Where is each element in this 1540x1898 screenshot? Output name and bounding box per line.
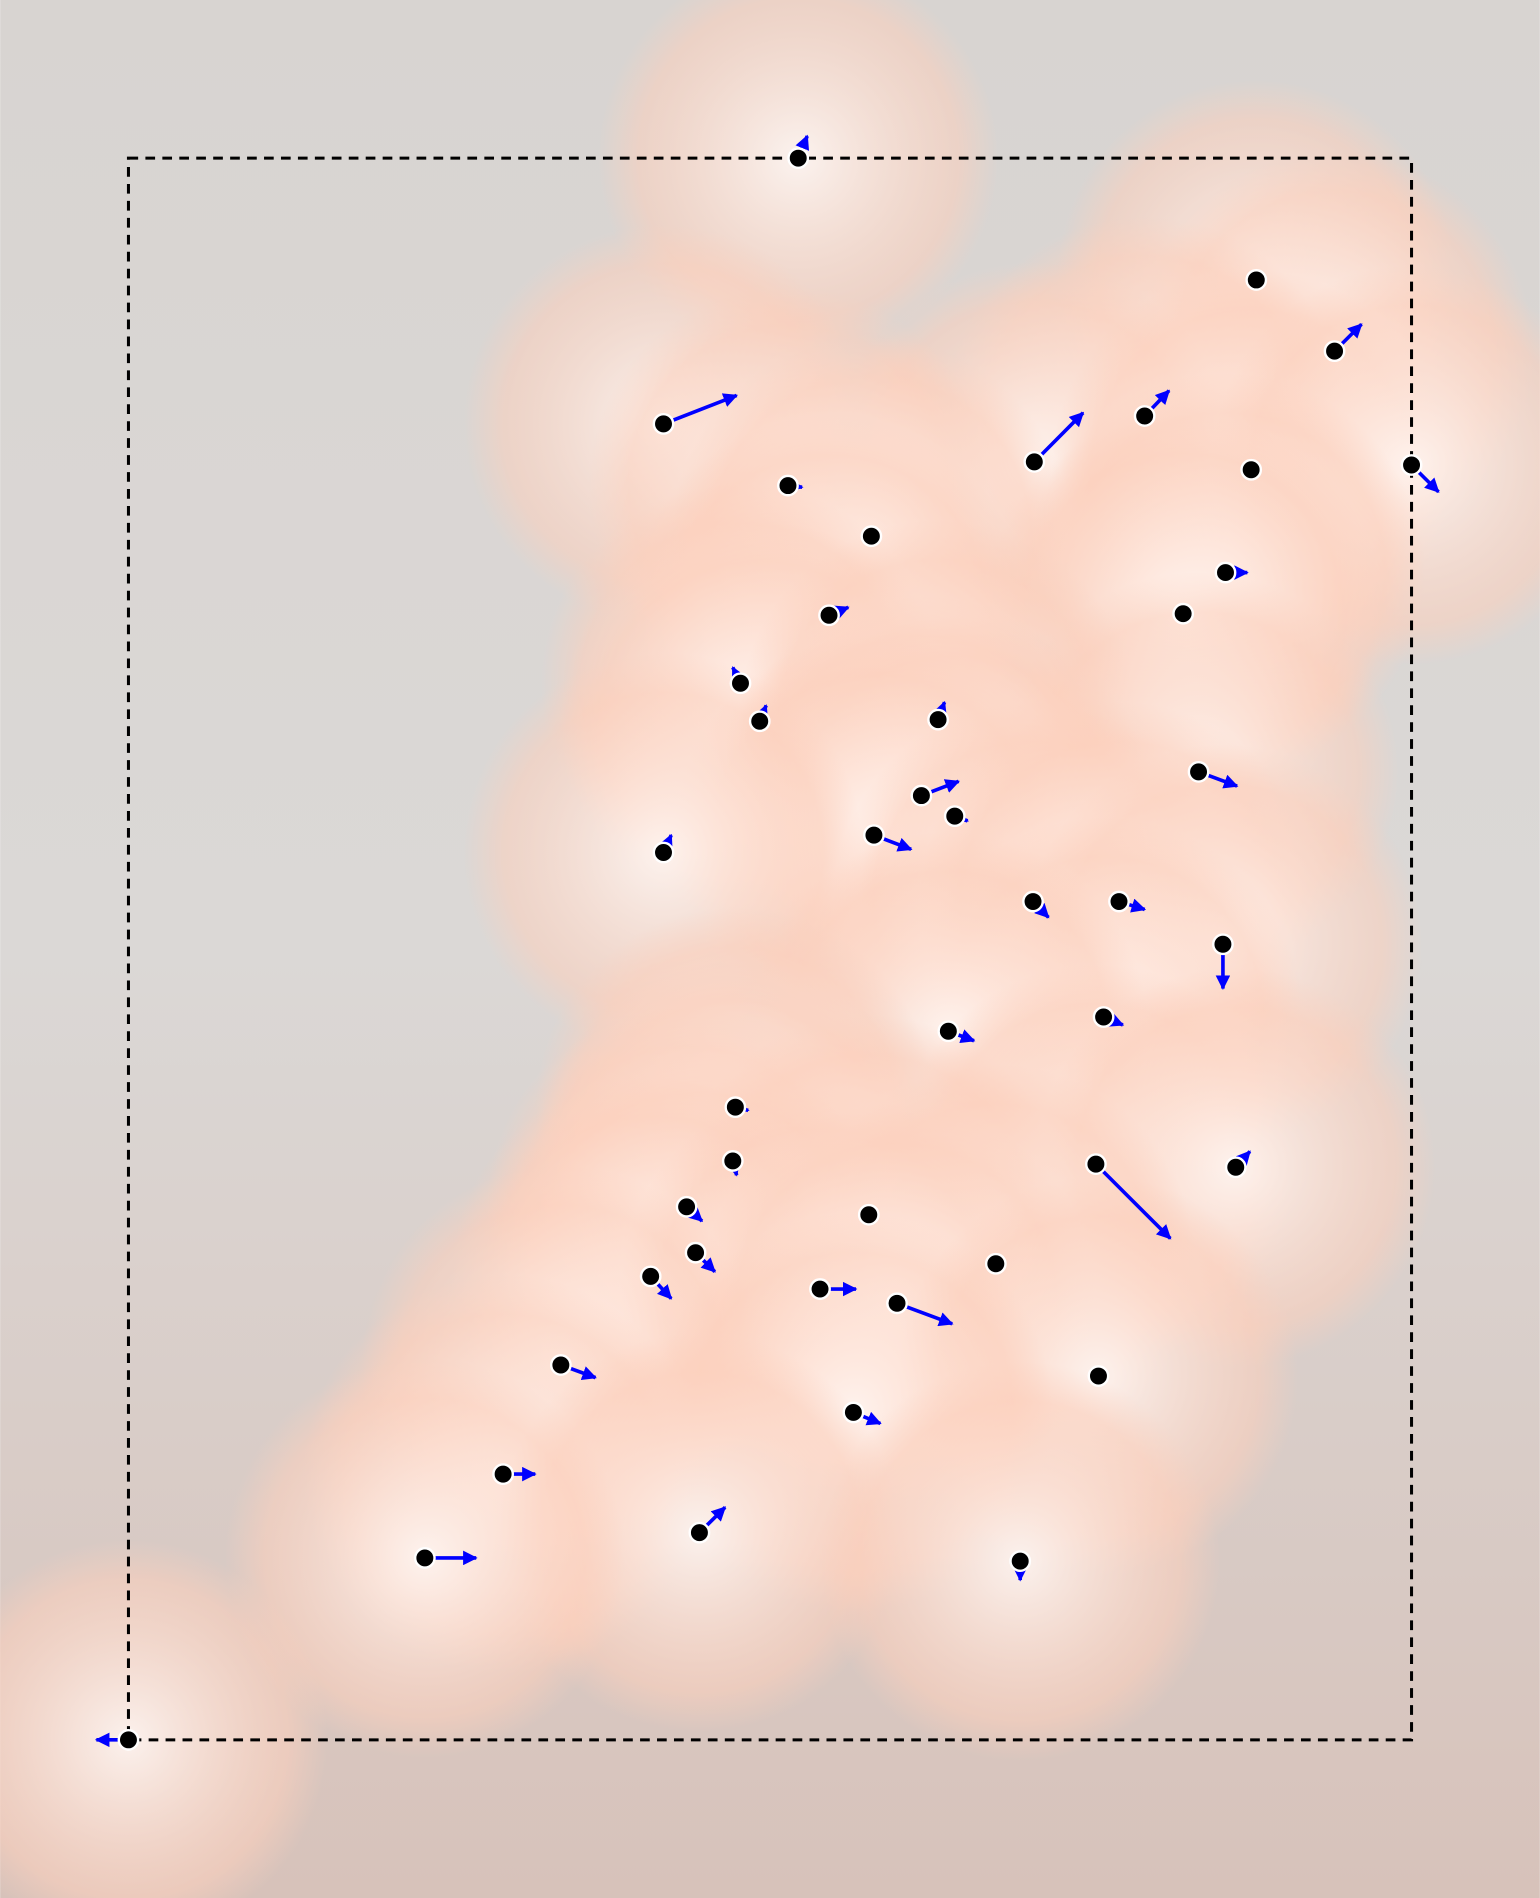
point [984,1252,1007,1275]
point [1240,458,1263,481]
point [1323,340,1346,363]
point [1400,454,1423,476]
point-layer [117,147,1423,1751]
point [1092,1006,1115,1028]
point [1187,760,1210,783]
point [943,805,966,828]
point [1023,450,1046,473]
point [1172,602,1195,625]
point [684,1241,707,1264]
point [886,1292,908,1315]
point [1224,1156,1247,1179]
point [729,672,752,695]
arrow [1033,411,1085,464]
point [787,147,810,170]
point [1245,269,1268,291]
point [1087,1365,1110,1387]
point [724,1096,747,1119]
point [688,1521,711,1544]
point [639,1265,662,1288]
point [1108,890,1130,913]
point [860,525,883,548]
arrow [662,393,738,426]
point [652,841,675,864]
heat-blob [0,1540,329,1898]
point [842,1401,865,1424]
point [818,604,840,627]
point [863,824,885,847]
point [910,784,933,807]
domain-box [126,156,1414,1742]
point [492,1463,515,1486]
point [1009,1550,1032,1572]
point [1214,561,1237,584]
point [675,1195,698,1218]
point [1133,405,1156,427]
point [857,1203,880,1226]
point [1022,890,1044,913]
point [652,412,675,435]
arrow [1094,1162,1172,1240]
domain-box-layer [126,156,1414,1742]
point [413,1547,436,1569]
point [748,710,771,733]
point [549,1354,572,1376]
point [777,474,799,497]
point [809,1278,831,1300]
point [937,1020,960,1043]
point [1212,933,1234,956]
point [721,1150,744,1172]
point [1085,1153,1107,1176]
point [927,708,949,731]
point [117,1728,140,1751]
